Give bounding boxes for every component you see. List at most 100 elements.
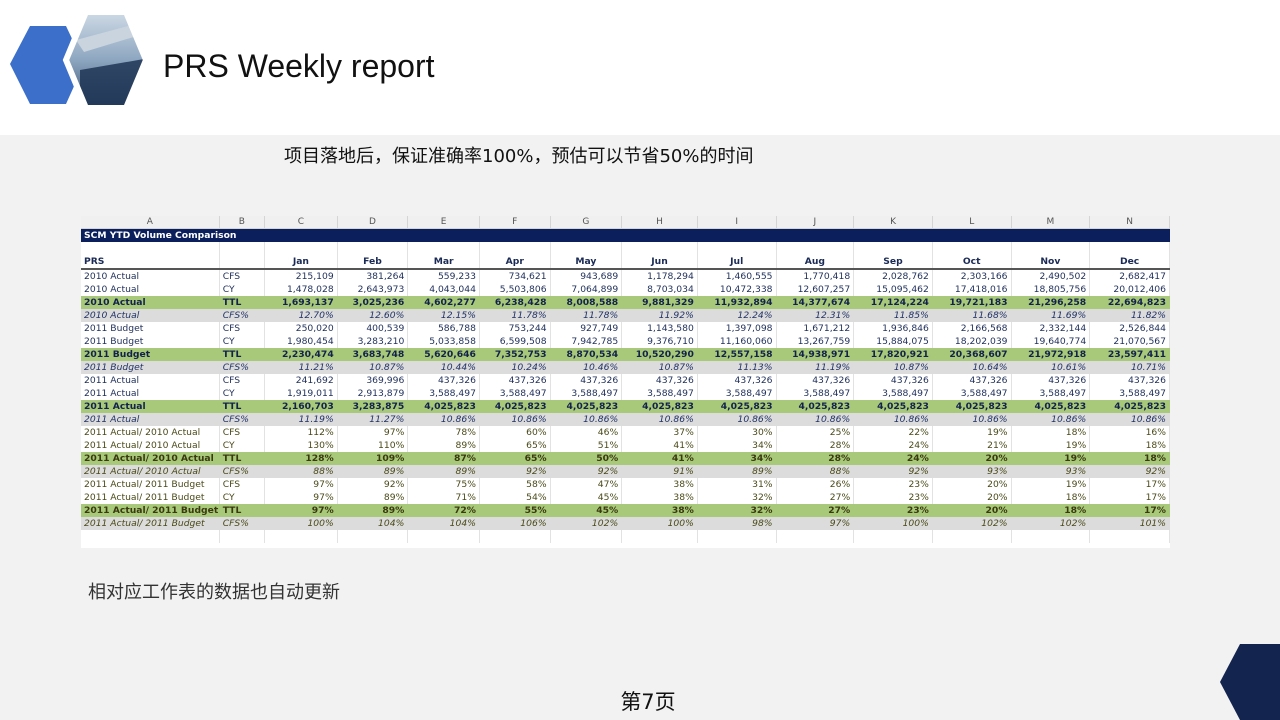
value-cell: 4,602,277 (407, 296, 480, 309)
value-cell: 11,932,894 (697, 296, 777, 309)
value-cell: 7,064,899 (550, 283, 623, 296)
empty-cell (81, 242, 220, 255)
corner-shape (1220, 644, 1280, 720)
value-cell: 19% (1011, 452, 1091, 465)
value-cell: 19,640,774 (1011, 335, 1091, 348)
value-cell: 2,332,144 (1011, 322, 1091, 335)
value-cell: 2,303,166 (932, 269, 1012, 283)
value-cell: 15,884,075 (853, 335, 933, 348)
value-cell: 104% (337, 517, 409, 530)
value-cell: 10.24% (479, 361, 551, 374)
value-cell: 4,025,823 (550, 400, 623, 413)
value-cell: 3,588,497 (550, 387, 623, 400)
value-cell: 10,472,338 (697, 283, 777, 296)
row-type: CY (219, 283, 266, 296)
value-cell: 2,682,417 (1089, 269, 1170, 283)
value-cell: 12.15% (407, 309, 480, 322)
row-type: CFS (219, 426, 266, 439)
column-letter: N (1089, 216, 1170, 229)
row-type: TTL (219, 348, 266, 361)
value-cell: 1,178,294 (621, 269, 698, 283)
value-cell: 3,588,497 (1089, 387, 1170, 400)
row-label: 2010 Actual (81, 309, 220, 322)
value-cell: 11.92% (621, 309, 698, 322)
value-cell: 21,070,567 (1089, 335, 1170, 348)
value-cell: 128% (264, 452, 338, 465)
value-cell: 11.78% (550, 309, 623, 322)
value-cell: 18% (1011, 504, 1091, 517)
banner-row: SCM YTD Volume Comparison (81, 228, 1170, 242)
value-cell: 10.86% (407, 413, 480, 426)
row-label: 2011 Actual/ 2011 Budget (81, 478, 220, 491)
value-cell: 20,368,607 (932, 348, 1012, 361)
empty-cell (550, 242, 623, 255)
value-cell: 20% (932, 452, 1012, 465)
value-cell: 3,283,875 (337, 400, 409, 413)
month-header: Jan (264, 255, 338, 270)
value-cell: 10.86% (932, 413, 1012, 426)
value-cell: 10.87% (853, 361, 933, 374)
value-cell: 50% (550, 452, 623, 465)
column-letter: G (550, 216, 623, 229)
value-cell: 11.21% (264, 361, 338, 374)
empty-cell (264, 242, 338, 255)
empty-cell (550, 530, 623, 543)
value-cell: 20% (932, 491, 1012, 504)
value-cell: 97% (776, 517, 855, 530)
row-type: TTL (219, 504, 266, 517)
month-header: Dec (1089, 255, 1170, 270)
month-header: Aug (776, 255, 855, 270)
value-cell: 15,095,462 (853, 283, 933, 296)
empty-cell (621, 242, 698, 255)
value-cell: 89% (407, 465, 480, 478)
value-cell: 8,703,034 (621, 283, 698, 296)
value-cell: 2,230,474 (264, 348, 338, 361)
value-cell: 381,264 (337, 269, 409, 283)
table-row: 2011 Actual TTL 2,160,703 3,283,875 4,025,82… (81, 400, 1170, 413)
value-cell: 1,919,011 (264, 387, 338, 400)
value-cell: 4,043,044 (407, 283, 480, 296)
value-cell: 734,621 (479, 269, 551, 283)
value-cell: 17,418,016 (932, 283, 1012, 296)
value-cell: 45% (550, 491, 623, 504)
value-cell: 23% (853, 491, 933, 504)
month-header: May (550, 255, 623, 270)
value-cell: 8,008,588 (550, 296, 623, 309)
empty-cell (479, 242, 551, 255)
row-label: 2011 Actual/ 2010 Actual (81, 452, 220, 465)
row-label: 2010 Actual (81, 283, 220, 296)
value-cell: 28% (776, 452, 855, 465)
value-cell: 2,526,844 (1089, 322, 1170, 335)
value-cell: 7,352,753 (479, 348, 551, 361)
month-header: Nov (1011, 255, 1091, 270)
value-cell: 100% (264, 517, 338, 530)
value-cell: 65% (479, 439, 551, 452)
column-letter: A (81, 216, 220, 229)
table-row: 2011 Actual/ 2011 Budget TTL 97% 89% 72% 55% 4… (81, 504, 1170, 517)
value-cell: 3,588,497 (1011, 387, 1091, 400)
page-number: 第7页 (620, 690, 676, 714)
empty-cell (1089, 530, 1170, 543)
row-type: CY (219, 491, 266, 504)
empty-cell (407, 530, 480, 543)
value-cell: 23% (853, 504, 933, 517)
value-cell: 37% (621, 426, 698, 439)
value-cell: 11.85% (853, 309, 933, 322)
row-label: 2011 Actual (81, 387, 220, 400)
table-row: 2011 Actual CFS 241,692 369,996 437,326 437,3… (81, 374, 1170, 387)
value-cell: 87% (407, 452, 480, 465)
column-letter: M (1011, 216, 1091, 229)
page-title: PRS Weekly report (163, 48, 435, 84)
value-cell: 91% (621, 465, 698, 478)
row-type: TTL (219, 452, 266, 465)
value-cell: 1,671,212 (776, 322, 855, 335)
row-type: CFS% (219, 361, 266, 374)
value-cell: 12.31% (776, 309, 855, 322)
value-cell: 97% (337, 426, 409, 439)
value-cell: 11.69% (1011, 309, 1091, 322)
value-cell: 34% (697, 439, 777, 452)
value-cell: 38% (621, 491, 698, 504)
value-cell: 943,689 (550, 269, 623, 283)
value-cell: 369,996 (337, 374, 409, 387)
